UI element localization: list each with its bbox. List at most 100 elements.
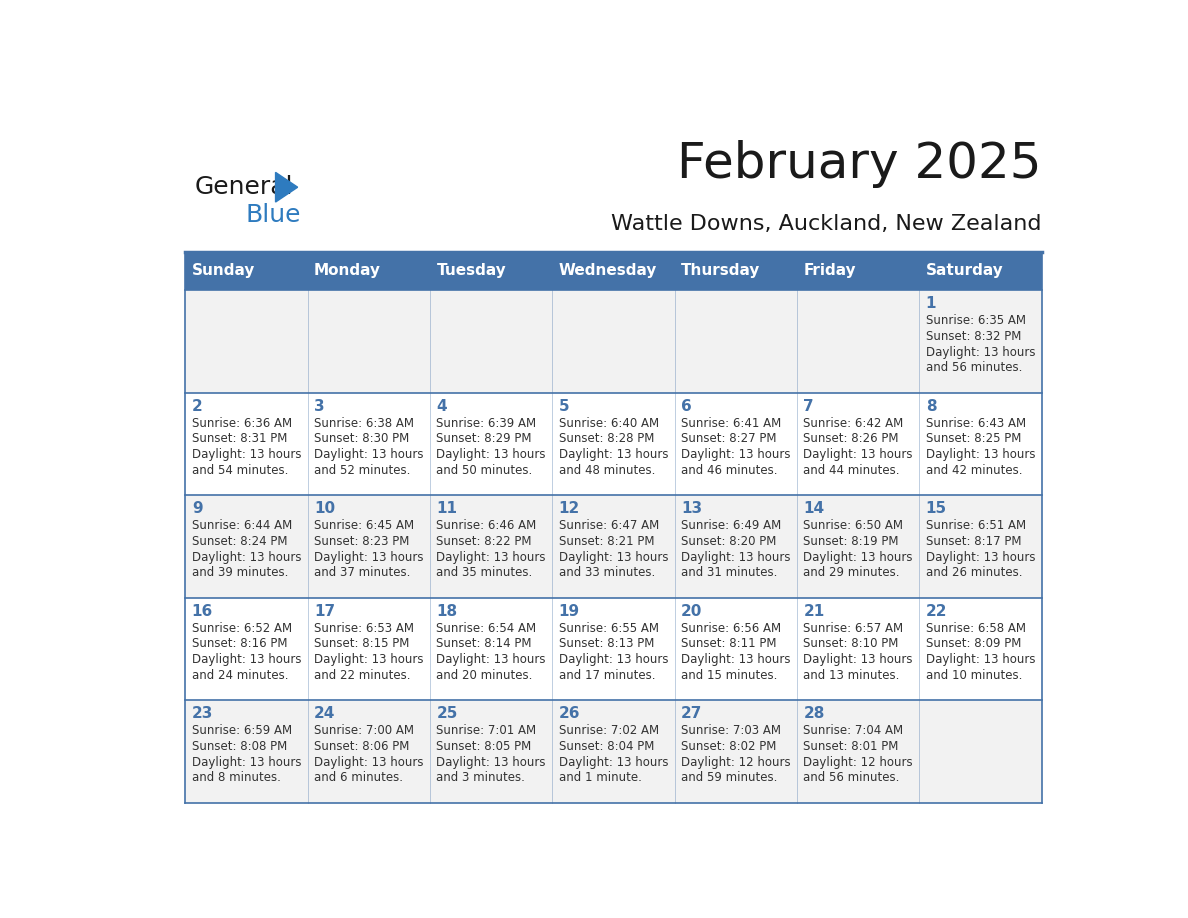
Text: Daylight: 13 hours: Daylight: 13 hours bbox=[803, 653, 912, 666]
Text: Sunrise: 6:49 AM: Sunrise: 6:49 AM bbox=[681, 520, 782, 532]
Text: 13: 13 bbox=[681, 501, 702, 516]
Text: 12: 12 bbox=[558, 501, 580, 516]
Text: Daylight: 13 hours: Daylight: 13 hours bbox=[925, 345, 1035, 359]
Text: Monday: Monday bbox=[314, 263, 381, 278]
Text: Sunset: 8:22 PM: Sunset: 8:22 PM bbox=[436, 535, 532, 548]
Text: Daylight: 13 hours: Daylight: 13 hours bbox=[314, 756, 424, 768]
Text: Sunset: 8:31 PM: Sunset: 8:31 PM bbox=[191, 432, 287, 445]
Text: 18: 18 bbox=[436, 603, 457, 619]
Text: Sunrise: 6:47 AM: Sunrise: 6:47 AM bbox=[558, 520, 659, 532]
Text: and 8 minutes.: and 8 minutes. bbox=[191, 771, 280, 784]
Text: February 2025: February 2025 bbox=[677, 140, 1042, 188]
Text: 21: 21 bbox=[803, 603, 824, 619]
Text: Sunrise: 7:03 AM: Sunrise: 7:03 AM bbox=[681, 724, 781, 737]
Text: and 31 minutes.: and 31 minutes. bbox=[681, 566, 777, 579]
Text: Sunrise: 6:38 AM: Sunrise: 6:38 AM bbox=[314, 417, 415, 430]
Text: Sunrise: 6:53 AM: Sunrise: 6:53 AM bbox=[314, 621, 415, 635]
Text: Daylight: 13 hours: Daylight: 13 hours bbox=[436, 756, 546, 768]
Text: Daylight: 13 hours: Daylight: 13 hours bbox=[925, 653, 1035, 666]
Text: 4: 4 bbox=[436, 398, 447, 413]
Polygon shape bbox=[276, 173, 298, 202]
Text: 2: 2 bbox=[191, 398, 202, 413]
Text: and 10 minutes.: and 10 minutes. bbox=[925, 668, 1022, 681]
Text: 16: 16 bbox=[191, 603, 213, 619]
Text: Sunrise: 6:57 AM: Sunrise: 6:57 AM bbox=[803, 621, 904, 635]
Text: Daylight: 13 hours: Daylight: 13 hours bbox=[558, 448, 668, 461]
Text: Daylight: 13 hours: Daylight: 13 hours bbox=[925, 448, 1035, 461]
Text: Sunset: 8:14 PM: Sunset: 8:14 PM bbox=[436, 637, 532, 651]
Text: Sunset: 8:28 PM: Sunset: 8:28 PM bbox=[558, 432, 655, 445]
Text: 27: 27 bbox=[681, 706, 702, 721]
Text: Sunset: 8:20 PM: Sunset: 8:20 PM bbox=[681, 535, 777, 548]
Bar bbox=[185, 290, 1042, 393]
Text: Daylight: 12 hours: Daylight: 12 hours bbox=[681, 756, 791, 768]
Text: 7: 7 bbox=[803, 398, 814, 413]
Bar bbox=[185, 393, 1042, 496]
Text: Sunrise: 6:39 AM: Sunrise: 6:39 AM bbox=[436, 417, 537, 430]
Text: Daylight: 13 hours: Daylight: 13 hours bbox=[803, 448, 912, 461]
Text: 14: 14 bbox=[803, 501, 824, 516]
Text: General: General bbox=[195, 174, 293, 198]
Text: and 24 minutes.: and 24 minutes. bbox=[191, 668, 289, 681]
Bar bbox=[185, 252, 1042, 290]
Text: Sunset: 8:26 PM: Sunset: 8:26 PM bbox=[803, 432, 899, 445]
Text: Daylight: 13 hours: Daylight: 13 hours bbox=[681, 551, 790, 564]
Text: 25: 25 bbox=[436, 706, 457, 721]
Text: Daylight: 13 hours: Daylight: 13 hours bbox=[436, 551, 546, 564]
Text: Sunset: 8:02 PM: Sunset: 8:02 PM bbox=[681, 740, 777, 753]
Text: 6: 6 bbox=[681, 398, 691, 413]
Text: Sunset: 8:17 PM: Sunset: 8:17 PM bbox=[925, 535, 1022, 548]
Text: and 26 minutes.: and 26 minutes. bbox=[925, 566, 1022, 579]
Text: Daylight: 13 hours: Daylight: 13 hours bbox=[558, 551, 668, 564]
Text: and 1 minute.: and 1 minute. bbox=[558, 771, 642, 784]
Text: Tuesday: Tuesday bbox=[436, 263, 506, 278]
Text: and 56 minutes.: and 56 minutes. bbox=[925, 361, 1022, 375]
Text: 26: 26 bbox=[558, 706, 580, 721]
Text: and 39 minutes.: and 39 minutes. bbox=[191, 566, 289, 579]
Text: and 48 minutes.: and 48 minutes. bbox=[558, 464, 655, 476]
Text: Daylight: 13 hours: Daylight: 13 hours bbox=[803, 551, 912, 564]
Text: Sunset: 8:06 PM: Sunset: 8:06 PM bbox=[314, 740, 410, 753]
Text: Daylight: 13 hours: Daylight: 13 hours bbox=[314, 448, 424, 461]
Text: Daylight: 13 hours: Daylight: 13 hours bbox=[925, 551, 1035, 564]
Text: Sunrise: 6:56 AM: Sunrise: 6:56 AM bbox=[681, 621, 782, 635]
Text: Sunset: 8:08 PM: Sunset: 8:08 PM bbox=[191, 740, 287, 753]
Text: and 22 minutes.: and 22 minutes. bbox=[314, 668, 411, 681]
Text: Sunrise: 6:55 AM: Sunrise: 6:55 AM bbox=[558, 621, 658, 635]
Text: Sunrise: 6:44 AM: Sunrise: 6:44 AM bbox=[191, 520, 292, 532]
Text: Daylight: 13 hours: Daylight: 13 hours bbox=[314, 551, 424, 564]
Text: Sunset: 8:16 PM: Sunset: 8:16 PM bbox=[191, 637, 287, 651]
Text: Sunset: 8:29 PM: Sunset: 8:29 PM bbox=[436, 432, 532, 445]
Bar bbox=[185, 700, 1042, 803]
Text: Daylight: 12 hours: Daylight: 12 hours bbox=[803, 756, 914, 768]
Text: Daylight: 13 hours: Daylight: 13 hours bbox=[436, 653, 546, 666]
Text: Sunset: 8:27 PM: Sunset: 8:27 PM bbox=[681, 432, 777, 445]
Text: and 44 minutes.: and 44 minutes. bbox=[803, 464, 899, 476]
Text: and 46 minutes.: and 46 minutes. bbox=[681, 464, 778, 476]
Text: Blue: Blue bbox=[245, 203, 301, 227]
Text: Daylight: 13 hours: Daylight: 13 hours bbox=[314, 653, 424, 666]
Text: Sunrise: 6:40 AM: Sunrise: 6:40 AM bbox=[558, 417, 659, 430]
Text: Daylight: 13 hours: Daylight: 13 hours bbox=[558, 756, 668, 768]
Text: and 13 minutes.: and 13 minutes. bbox=[803, 668, 899, 681]
Text: Sunset: 8:32 PM: Sunset: 8:32 PM bbox=[925, 330, 1020, 343]
Text: Sunrise: 6:54 AM: Sunrise: 6:54 AM bbox=[436, 621, 537, 635]
Text: 3: 3 bbox=[314, 398, 324, 413]
Text: Sunrise: 6:42 AM: Sunrise: 6:42 AM bbox=[803, 417, 904, 430]
Text: Sunrise: 6:59 AM: Sunrise: 6:59 AM bbox=[191, 724, 292, 737]
Text: Daylight: 13 hours: Daylight: 13 hours bbox=[191, 551, 302, 564]
Text: and 17 minutes.: and 17 minutes. bbox=[558, 668, 656, 681]
Text: and 56 minutes.: and 56 minutes. bbox=[803, 771, 899, 784]
Text: Daylight: 13 hours: Daylight: 13 hours bbox=[191, 756, 302, 768]
Text: 1: 1 bbox=[925, 297, 936, 311]
Text: and 6 minutes.: and 6 minutes. bbox=[314, 771, 403, 784]
Text: Daylight: 13 hours: Daylight: 13 hours bbox=[436, 448, 546, 461]
Text: Sunrise: 6:41 AM: Sunrise: 6:41 AM bbox=[681, 417, 782, 430]
Text: Sunrise: 6:52 AM: Sunrise: 6:52 AM bbox=[191, 621, 292, 635]
Bar bbox=[185, 598, 1042, 700]
Text: Sunset: 8:04 PM: Sunset: 8:04 PM bbox=[558, 740, 655, 753]
Text: Saturday: Saturday bbox=[925, 263, 1004, 278]
Text: Wednesday: Wednesday bbox=[558, 263, 657, 278]
Text: Sunset: 8:11 PM: Sunset: 8:11 PM bbox=[681, 637, 777, 651]
Text: 15: 15 bbox=[925, 501, 947, 516]
